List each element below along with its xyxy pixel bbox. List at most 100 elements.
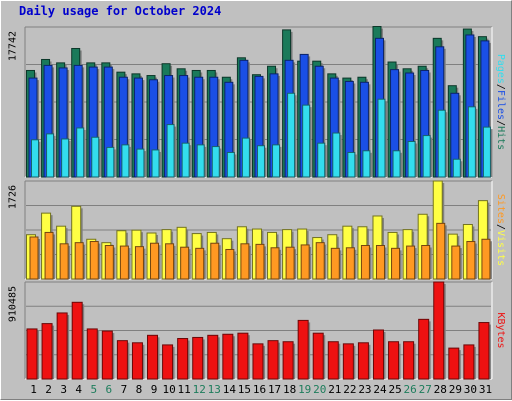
sites-bar <box>104 245 114 280</box>
pages-bar <box>91 136 100 178</box>
day-label: 4 <box>75 383 82 396</box>
pages-bar <box>46 133 55 178</box>
sites-bar <box>44 231 54 280</box>
sites-bar <box>330 247 340 280</box>
pages-bar <box>437 109 446 178</box>
kbytes-bar <box>297 319 309 380</box>
day-label: 28 <box>434 383 447 396</box>
sites-bar <box>119 245 129 280</box>
day-label: 11 <box>178 383 191 396</box>
legend-entry: / <box>496 84 507 90</box>
day-label: 31 <box>479 383 492 396</box>
kbytes-bar <box>448 347 460 380</box>
panel-bottom-legend: KBytes <box>496 312 507 348</box>
legend-entry: KBytes <box>496 312 507 348</box>
kbytes-bar <box>237 332 249 380</box>
sites-bar <box>165 243 175 280</box>
pages-bar <box>407 140 416 178</box>
pages-bar <box>256 145 265 178</box>
kbytes-bar <box>388 341 400 380</box>
sites-bar <box>29 236 39 280</box>
sites-bar <box>466 241 476 280</box>
day-label: 6 <box>106 383 113 396</box>
kbytes-bar <box>177 338 189 380</box>
sites-bar <box>89 241 99 280</box>
pages-bar <box>31 139 39 178</box>
day-label: 24 <box>373 383 387 396</box>
pages-bar <box>452 158 461 178</box>
legend-entry: / <box>496 224 507 230</box>
pages-bar <box>76 127 85 178</box>
kbytes-bar <box>207 334 219 380</box>
sites-bar <box>360 245 370 280</box>
kbytes-bar <box>252 343 264 380</box>
kbytes-bar <box>327 341 339 380</box>
day-label: 13 <box>208 383 221 396</box>
panel-top-legend: Pages/Files/Hits <box>496 54 507 150</box>
sites-bar <box>210 242 220 280</box>
sites-bar <box>255 243 265 280</box>
kbytes-bar <box>372 329 384 380</box>
kbytes-bar <box>357 342 369 380</box>
pages-bar <box>106 146 115 178</box>
kbytes-bar <box>478 322 490 380</box>
sites-bar <box>59 243 69 280</box>
legend-entry: Visits <box>496 230 507 266</box>
kbytes-bar <box>282 341 294 380</box>
kbytes-bar <box>147 334 159 380</box>
pages-bar <box>226 151 235 178</box>
day-label: 26 <box>404 383 417 396</box>
day-label: 16 <box>253 383 266 396</box>
day-label: 30 <box>464 383 477 396</box>
kbytes-bar <box>101 330 113 380</box>
sites-bar <box>300 244 310 280</box>
day-label: 5 <box>90 383 97 396</box>
pages-bar <box>317 142 326 178</box>
sites-bar <box>134 246 144 280</box>
kbytes-bar <box>116 340 128 380</box>
sites-bar <box>315 242 325 280</box>
sites-bar <box>421 245 431 280</box>
sites-bar <box>436 222 446 280</box>
sites-bar <box>406 245 416 280</box>
sites-bar <box>481 238 491 280</box>
kbytes-bar <box>463 344 475 380</box>
pages-bar <box>302 104 311 178</box>
pages-bar <box>211 146 220 178</box>
day-label: 21 <box>328 383 341 396</box>
day-label: 20 <box>313 383 326 396</box>
kbytes-bar <box>71 301 83 380</box>
kbytes-bar <box>162 344 174 380</box>
day-label: 23 <box>358 383 371 396</box>
pages-bar <box>136 148 145 178</box>
pages-bar <box>332 132 341 178</box>
sites-bar <box>375 245 385 280</box>
kbytes-bar <box>342 343 354 380</box>
sites-bar <box>285 246 295 280</box>
pages-bar <box>181 142 190 178</box>
sites-bar <box>345 247 355 280</box>
kbytes-bar <box>222 333 234 380</box>
kbytes-bar <box>86 328 98 380</box>
day-label: 2 <box>45 383 52 396</box>
pages-bar <box>151 149 160 178</box>
sites-bar <box>225 248 235 280</box>
pages-bar <box>196 144 205 178</box>
pages-bar <box>121 144 130 178</box>
kbytes-bar <box>267 340 279 380</box>
kbytes-bar <box>192 336 204 380</box>
day-label: 25 <box>388 383 401 396</box>
day-label: 3 <box>60 383 67 396</box>
day-label: 7 <box>121 383 128 396</box>
day-label: 19 <box>298 383 311 396</box>
sites-bar <box>451 245 461 280</box>
kbytes-bar <box>41 323 53 380</box>
sites-bar <box>74 242 84 280</box>
day-label: 10 <box>162 383 175 396</box>
sites-bar <box>195 247 205 280</box>
day-label: 17 <box>268 383 281 396</box>
kbytes-bar <box>312 332 324 380</box>
sites-bar <box>180 246 190 280</box>
